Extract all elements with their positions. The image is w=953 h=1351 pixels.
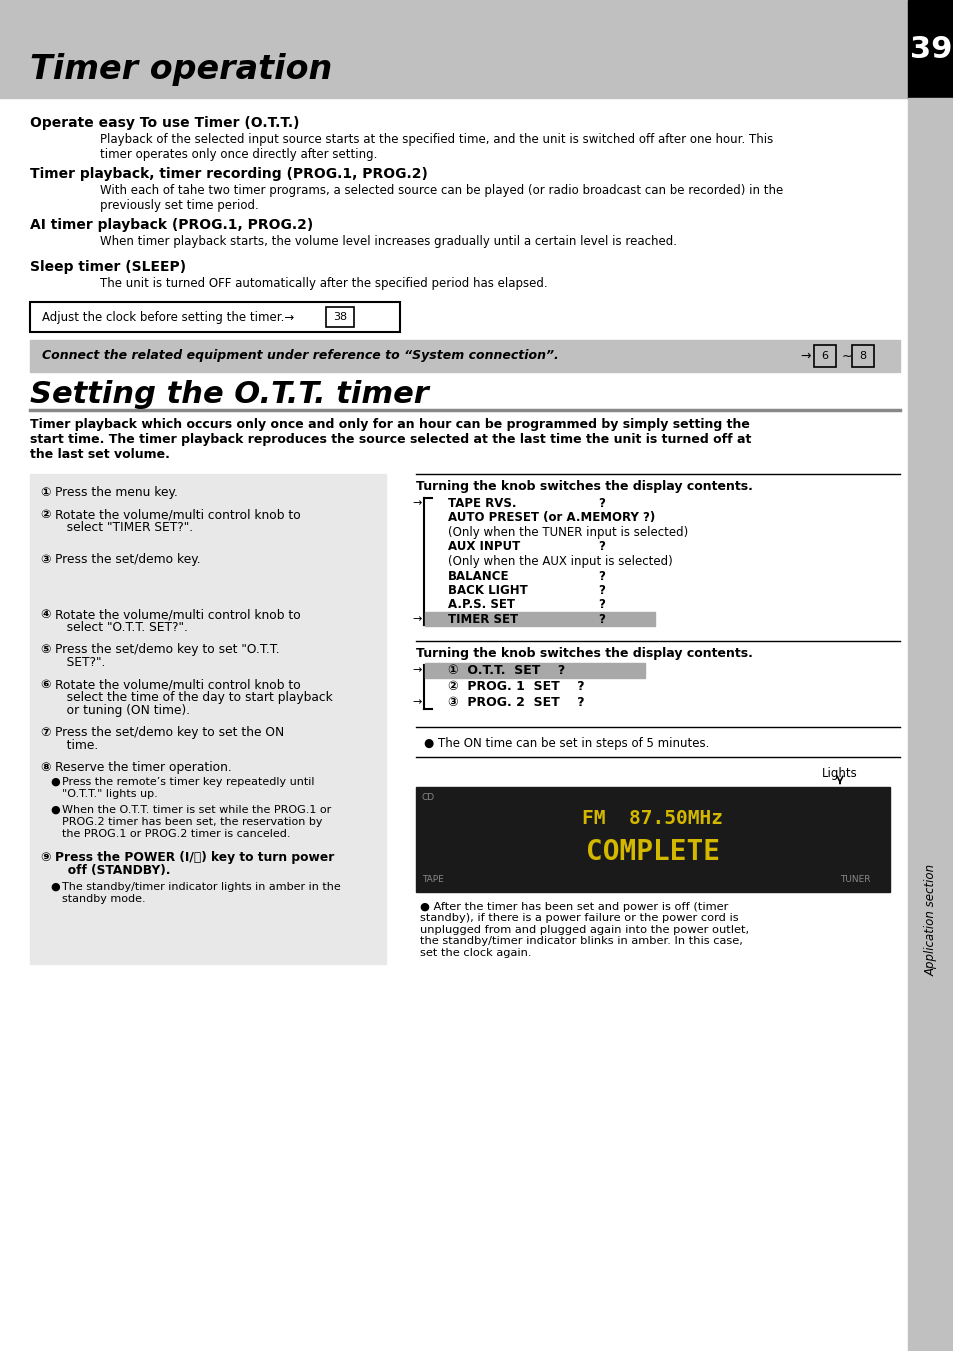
Text: Press the remote’s timer key repeatedly until: Press the remote’s timer key repeatedly … xyxy=(62,777,314,788)
Text: When the O.T.T. timer is set while the PROG.1 or: When the O.T.T. timer is set while the P… xyxy=(62,805,331,815)
Text: TUNER: TUNER xyxy=(840,875,869,885)
Text: the PROG.1 or PROG.2 timer is canceled.: the PROG.1 or PROG.2 timer is canceled. xyxy=(62,830,291,839)
Text: AUX INPUT: AUX INPUT xyxy=(448,540,519,554)
Text: ③: ③ xyxy=(40,553,51,566)
Text: Timer playback which occurs only once and only for an hour can be programmed by : Timer playback which occurs only once an… xyxy=(30,417,751,461)
Text: ⑨: ⑨ xyxy=(40,851,51,865)
Text: ③  PROG. 2  SET    ?: ③ PROG. 2 SET ? xyxy=(448,696,584,708)
Text: Turning the knob switches the display contents.: Turning the knob switches the display co… xyxy=(416,480,752,493)
Text: Adjust the clock before setting the timer.→: Adjust the clock before setting the time… xyxy=(42,311,294,323)
Text: →: → xyxy=(412,697,421,708)
Bar xyxy=(907,99,953,1351)
Text: ①: ① xyxy=(40,486,51,499)
Text: When timer playback starts, the volume level increases gradually until a certain: When timer playback starts, the volume l… xyxy=(100,235,677,249)
Text: →: → xyxy=(412,499,421,508)
Text: The unit is turned OFF automatically after the specified period has elapsed.: The unit is turned OFF automatically aft… xyxy=(100,277,547,290)
Text: Setting the O.T.T. timer: Setting the O.T.T. timer xyxy=(30,380,428,409)
Text: (Only when the AUX input is selected): (Only when the AUX input is selected) xyxy=(448,555,672,567)
Text: A.P.S. SET: A.P.S. SET xyxy=(448,598,515,612)
Text: ②  PROG. 1  SET    ?: ② PROG. 1 SET ? xyxy=(448,680,584,693)
Text: ?: ? xyxy=(598,598,604,612)
Text: BALANCE: BALANCE xyxy=(448,570,509,582)
Text: ●: ● xyxy=(50,882,60,892)
Text: Press the set/demo key.: Press the set/demo key. xyxy=(55,553,200,566)
Text: ?: ? xyxy=(598,570,604,582)
Text: select "O.T.T. SET?".: select "O.T.T. SET?". xyxy=(55,621,188,634)
Bar xyxy=(30,474,386,965)
Text: ●: ● xyxy=(50,777,60,788)
Text: ⑦: ⑦ xyxy=(40,725,51,739)
Text: →: → xyxy=(412,615,421,624)
Text: 6: 6 xyxy=(821,351,827,361)
Text: ④: ④ xyxy=(40,608,51,621)
Text: Rotate the volume/multi control knob to: Rotate the volume/multi control knob to xyxy=(55,508,300,521)
Text: Timer operation: Timer operation xyxy=(30,53,332,86)
Text: Press the POWER (I/⌛) key to turn power: Press the POWER (I/⌛) key to turn power xyxy=(55,851,334,865)
Text: →: → xyxy=(800,350,810,362)
Text: ⑧: ⑧ xyxy=(40,761,51,774)
Text: CD: CD xyxy=(421,793,435,801)
Text: AUTO PRESET (or A.MEMORY ?): AUTO PRESET (or A.MEMORY ?) xyxy=(448,512,655,524)
Text: Operate easy To use Timer (O.T.T.): Operate easy To use Timer (O.T.T.) xyxy=(30,116,299,130)
Text: Connect the related equipment under reference to “System connection”.: Connect the related equipment under refe… xyxy=(42,350,558,362)
Text: BACK LIGHT: BACK LIGHT xyxy=(448,584,527,597)
Text: The standby/timer indicator lights in amber in the: The standby/timer indicator lights in am… xyxy=(62,882,340,892)
Text: SET?".: SET?". xyxy=(55,657,105,669)
Text: Reserve the timer operation.: Reserve the timer operation. xyxy=(55,761,232,774)
Text: Sleep timer (SLEEP): Sleep timer (SLEEP) xyxy=(30,259,186,274)
Bar xyxy=(813,345,835,367)
Text: Lights: Lights xyxy=(821,766,857,780)
Text: Application section: Application section xyxy=(923,863,937,975)
Bar xyxy=(30,340,899,372)
Text: ①  O.T.T.  SET    ?: ① O.T.T. SET ? xyxy=(448,663,565,677)
Text: COMPLETE: COMPLETE xyxy=(585,839,720,866)
Bar xyxy=(851,345,873,367)
Text: Rotate the volume/multi control knob to: Rotate the volume/multi control knob to xyxy=(55,608,300,621)
Bar xyxy=(30,303,399,332)
Text: PROG.2 timer has been set, the reservation by: PROG.2 timer has been set, the reservati… xyxy=(62,817,322,827)
Text: Rotate the volume/multi control knob to: Rotate the volume/multi control knob to xyxy=(55,678,300,690)
Text: "O.T.T." lights up.: "O.T.T." lights up. xyxy=(62,789,157,798)
Text: time.: time. xyxy=(55,739,98,753)
Bar xyxy=(424,612,655,626)
Text: select "TIMER SET?".: select "TIMER SET?". xyxy=(55,521,193,534)
Text: Press the set/demo key to set "O.T.T.: Press the set/demo key to set "O.T.T. xyxy=(55,643,279,657)
Text: 39: 39 xyxy=(909,35,951,63)
Text: Press the menu key.: Press the menu key. xyxy=(55,486,177,499)
Text: TAPE: TAPE xyxy=(421,875,443,885)
Text: select the time of the day to start playback: select the time of the day to start play… xyxy=(55,690,333,704)
Text: (Only when the TUNER input is selected): (Only when the TUNER input is selected) xyxy=(448,526,687,539)
Text: Playback of the selected input source starts at the specified time, and the unit: Playback of the selected input source st… xyxy=(100,132,773,161)
Text: 38: 38 xyxy=(333,312,347,322)
Text: Turning the knob switches the display contents.: Turning the knob switches the display co… xyxy=(416,647,752,659)
Text: AI timer playback (PROG.1, PROG.2): AI timer playback (PROG.1, PROG.2) xyxy=(30,218,313,232)
Text: 8: 8 xyxy=(859,351,865,361)
Text: ?: ? xyxy=(598,613,604,626)
Bar xyxy=(424,662,644,677)
Bar xyxy=(416,786,889,892)
Text: ?: ? xyxy=(598,540,604,554)
Text: Press the set/demo key to set the ON: Press the set/demo key to set the ON xyxy=(55,725,284,739)
Text: ⑥: ⑥ xyxy=(40,678,51,690)
Text: FM  87.50MHz: FM 87.50MHz xyxy=(582,808,722,828)
Bar xyxy=(326,307,354,327)
Text: With each of tahe two timer programs, a selected source can be played (or radio : With each of tahe two timer programs, a … xyxy=(100,184,782,212)
Text: standby mode.: standby mode. xyxy=(62,894,146,904)
Text: ?: ? xyxy=(598,497,604,509)
Text: ∼: ∼ xyxy=(841,350,852,362)
Text: TAPE RVS.: TAPE RVS. xyxy=(448,497,516,509)
Bar xyxy=(907,0,953,99)
Text: TIMER SET: TIMER SET xyxy=(448,613,517,626)
Text: ⑤: ⑤ xyxy=(40,643,51,657)
Text: or tuning (ON time).: or tuning (ON time). xyxy=(55,704,190,717)
Text: ②: ② xyxy=(40,508,51,521)
Text: ● The ON time can be set in steps of 5 minutes.: ● The ON time can be set in steps of 5 m… xyxy=(423,736,709,750)
Text: →: → xyxy=(412,666,421,676)
Text: ●: ● xyxy=(50,805,60,815)
Bar xyxy=(0,0,907,99)
Text: Timer playback, timer recording (PROG.1, PROG.2): Timer playback, timer recording (PROG.1,… xyxy=(30,168,428,181)
Text: ● After the timer has been set and power is off (timer
standby), if there is a p: ● After the timer has been set and power… xyxy=(419,901,748,958)
Text: ?: ? xyxy=(598,584,604,597)
Text: off (STANDBY).: off (STANDBY). xyxy=(55,865,171,877)
